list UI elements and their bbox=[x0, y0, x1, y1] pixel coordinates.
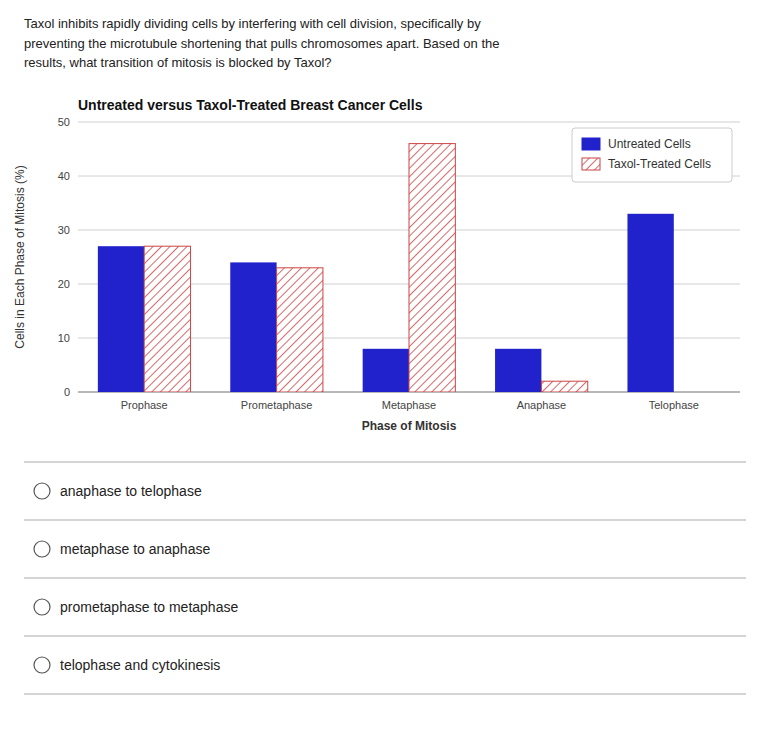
bar bbox=[495, 349, 541, 392]
x-tick-label: Prophase bbox=[121, 399, 168, 411]
x-tick-label: Anaphase bbox=[517, 399, 567, 411]
y-tick-label: 30 bbox=[58, 224, 70, 236]
y-tick-label: 40 bbox=[58, 170, 70, 182]
figure: Taxol inhibits rapidly dividing cells by… bbox=[0, 0, 770, 735]
option-text: prometaphase to metaphase bbox=[60, 599, 238, 615]
grid-line bbox=[78, 122, 740, 123]
options: anaphase to telophase metaphase to anapha… bbox=[24, 462, 746, 694]
legend-swatch bbox=[582, 138, 600, 150]
option-radio[interactable] bbox=[34, 483, 50, 499]
option-text: telophase and cytokinesis bbox=[60, 657, 220, 673]
series-bars bbox=[144, 144, 588, 392]
x-tick-label: Prometaphase bbox=[241, 399, 313, 411]
y-grid bbox=[78, 122, 740, 392]
y-tick-label: 0 bbox=[64, 386, 70, 398]
y-tick-label: 10 bbox=[58, 332, 70, 344]
option-separator bbox=[24, 462, 746, 463]
legend: Untreated Cells Taxol-Treated Cells bbox=[572, 128, 732, 182]
bar bbox=[277, 268, 323, 392]
option-radio[interactable] bbox=[34, 657, 50, 673]
bar bbox=[230, 262, 276, 392]
option-separator bbox=[24, 636, 746, 637]
bar bbox=[674, 392, 720, 393]
option-separator bbox=[24, 694, 746, 695]
chart: Untreated versus Taxol-Treated Breast Ca… bbox=[13, 97, 740, 433]
question: Taxol inhibits rapidly dividing cells by… bbox=[24, 16, 500, 70]
option-text: anaphase to telophase bbox=[60, 483, 202, 499]
x-tick-label: Metaphase bbox=[382, 399, 436, 411]
legend-label: Taxol-Treated Cells bbox=[608, 157, 711, 171]
bar bbox=[144, 246, 190, 392]
option-text: metaphase to anaphase bbox=[60, 541, 210, 557]
chart-title: Untreated versus Taxol-Treated Breast Ca… bbox=[78, 97, 423, 113]
bar bbox=[409, 144, 455, 392]
bar bbox=[627, 214, 673, 392]
bar bbox=[541, 381, 587, 392]
x-tick-label: Telophase bbox=[649, 399, 699, 411]
option-radio[interactable] bbox=[34, 599, 50, 615]
x-axis-label: Phase of Mitosis bbox=[362, 419, 457, 433]
y-axis-label: Cells in Each Phase of Mitosis (%) bbox=[13, 165, 27, 348]
y-tick-label: 50 bbox=[58, 116, 70, 128]
bar bbox=[363, 349, 409, 392]
series-bars bbox=[98, 214, 674, 392]
option-separator bbox=[24, 578, 746, 579]
page: Taxol inhibits rapidly dividing cells by… bbox=[0, 0, 770, 735]
option-separator bbox=[24, 520, 746, 521]
legend-label: Untreated Cells bbox=[608, 137, 691, 151]
option-radio[interactable] bbox=[34, 541, 50, 557]
legend-box bbox=[572, 128, 732, 182]
legend-swatch bbox=[582, 158, 600, 170]
y-tick-label: 20 bbox=[58, 278, 70, 290]
bar bbox=[98, 246, 144, 392]
